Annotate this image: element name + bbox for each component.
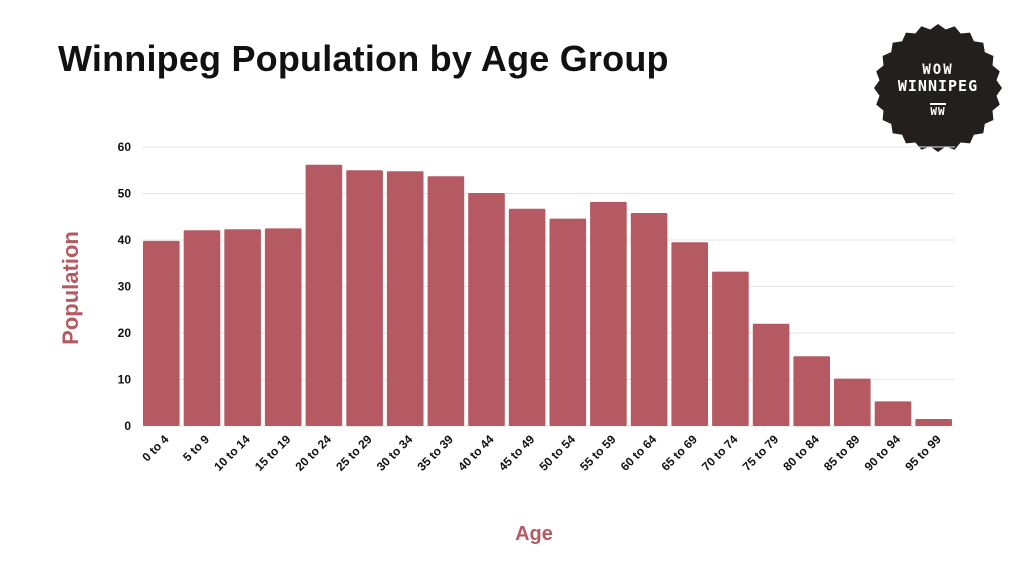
x-tick-label: 0 to 4 — [139, 432, 171, 464]
bar-75-to-79 — [752, 323, 790, 426]
logo-text-ww: WW — [930, 102, 946, 118]
y-tick-label: 10 — [118, 373, 132, 387]
x-tick-label: 35 to 39 — [415, 432, 457, 474]
y-axis-title: Population — [58, 231, 83, 345]
x-tick-label: 25 to 29 — [333, 432, 375, 474]
x-tick-label: 5 to 9 — [180, 432, 212, 464]
x-tick-label: 60 to 64 — [618, 432, 660, 474]
bar-10-to-14 — [224, 229, 261, 426]
bar-90-to-94 — [874, 401, 912, 426]
wow-winnipeg-logo: WOW WINNIPEG WW — [872, 22, 1004, 154]
gridlines — [142, 146, 955, 427]
bar-55-to-59 — [590, 201, 627, 426]
bars — [143, 164, 952, 427]
logo-text-winnipeg: WINNIPEG — [897, 76, 979, 95]
y-tick-labels: 0 10 20 30 40 50 60 — [118, 140, 132, 433]
bar-70-to-74 — [712, 271, 749, 426]
x-tick-label: 80 to 84 — [780, 432, 822, 474]
bar-5-to-9 — [183, 230, 221, 426]
bar-65-to-69 — [671, 242, 708, 426]
x-tick-label: 15 to 19 — [252, 432, 294, 474]
bar-50-to-54 — [549, 218, 587, 426]
x-tick-label: 30 to 34 — [374, 432, 416, 474]
x-tick-label: 50 to 54 — [536, 432, 578, 474]
chart-title: Winnipeg Population by Age Group — [58, 38, 669, 79]
logo-text-wow: WOW — [922, 61, 954, 78]
x-tick-label: 20 to 24 — [293, 432, 335, 474]
x-tick-label: 65 to 69 — [658, 432, 700, 474]
y-tick-label: 30 — [118, 280, 132, 294]
bar-60-to-64 — [630, 213, 668, 426]
x-tick-labels: 0 to 4 5 to 9 10 to 14 15 to 19 20 to 24 25 t… — [139, 432, 944, 474]
bar-95-to-99 — [915, 419, 952, 426]
bar-35-to-39 — [427, 176, 465, 426]
x-tick-label: 70 to 74 — [699, 432, 741, 474]
x-tick-label: 85 to 89 — [821, 432, 863, 474]
bar-0-to-4 — [143, 240, 180, 426]
bar-25-to-29 — [346, 170, 383, 427]
y-tick-label: 40 — [118, 233, 132, 247]
x-tick-label: 55 to 59 — [577, 432, 619, 474]
x-tick-label: 40 to 44 — [455, 432, 497, 474]
bar-45-to-49 — [508, 208, 546, 426]
x-tick-label: 95 to 99 — [902, 432, 944, 474]
bar-40-to-44 — [468, 193, 505, 426]
logo-badge-shape — [874, 24, 1002, 152]
y-tick-label: 20 — [118, 326, 132, 340]
x-tick-label: 45 to 49 — [496, 432, 538, 474]
bar-85-to-89 — [834, 378, 871, 426]
y-tick-label: 50 — [118, 187, 132, 201]
x-tick-label: 10 to 14 — [211, 432, 253, 474]
bar-15-to-19 — [264, 228, 302, 426]
y-tick-label: 60 — [118, 140, 132, 154]
y-tick-label: 0 — [124, 419, 131, 433]
x-axis-title: Age — [515, 523, 553, 545]
x-tick-label: 90 to 94 — [862, 432, 904, 474]
x-tick-label: 75 to 79 — [740, 432, 782, 474]
bar-80-to-84 — [793, 356, 830, 427]
bar-30-to-34 — [386, 171, 424, 426]
bar-20-to-24 — [305, 164, 343, 426]
